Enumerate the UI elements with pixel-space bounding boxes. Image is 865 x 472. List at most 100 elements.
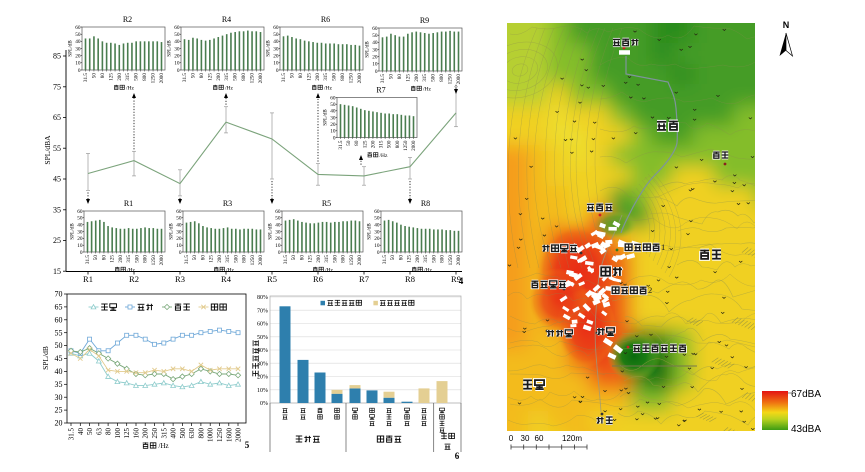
svg-text:80: 80 bbox=[354, 140, 360, 146]
svg-text:500: 500 bbox=[233, 255, 239, 263]
svg-text:40: 40 bbox=[275, 222, 281, 228]
svg-text:R5: R5 bbox=[267, 274, 277, 284]
svg-text:30: 30 bbox=[75, 46, 81, 52]
svg-text:1600: 1600 bbox=[225, 428, 233, 443]
svg-text:65: 65 bbox=[53, 113, 61, 122]
svg-text:315: 315 bbox=[125, 73, 131, 81]
svg-text:60: 60 bbox=[374, 209, 380, 215]
svg-text:30: 30 bbox=[521, 434, 530, 443]
svg-text:R5: R5 bbox=[322, 199, 331, 208]
svg-text:50: 50 bbox=[330, 102, 336, 108]
svg-text:SPL/dB: SPL/dB bbox=[323, 109, 329, 126]
svg-text:/Hz: /Hz bbox=[424, 267, 433, 273]
svg-text:10: 10 bbox=[372, 62, 378, 68]
svg-text:10: 10 bbox=[374, 243, 380, 249]
svg-text:2000: 2000 bbox=[357, 73, 363, 84]
svg-text:60: 60 bbox=[55, 315, 63, 324]
svg-text:120m: 120m bbox=[562, 434, 582, 443]
svg-text:315: 315 bbox=[224, 73, 230, 81]
svg-text:315: 315 bbox=[126, 255, 132, 263]
svg-text:1: 1 bbox=[661, 242, 665, 252]
svg-text:80: 80 bbox=[398, 255, 404, 261]
svg-text:200: 200 bbox=[118, 255, 124, 263]
svg-text:80: 80 bbox=[397, 74, 403, 80]
svg-text:2000: 2000 bbox=[235, 428, 243, 443]
svg-text:80%: 80% bbox=[257, 295, 268, 301]
svg-text:30: 30 bbox=[176, 229, 182, 235]
svg-text:125: 125 bbox=[110, 255, 116, 263]
svg-text:800: 800 bbox=[142, 73, 148, 81]
svg-text:1250: 1250 bbox=[151, 255, 157, 266]
svg-text:630: 630 bbox=[188, 428, 196, 439]
svg-text:50%: 50% bbox=[257, 335, 268, 341]
svg-text:200: 200 bbox=[414, 74, 420, 82]
svg-text:20%: 20% bbox=[257, 375, 268, 381]
svg-text:25: 25 bbox=[53, 236, 61, 245]
svg-text:30: 30 bbox=[273, 46, 279, 52]
svg-text:R9: R9 bbox=[451, 274, 461, 284]
svg-text:/Hz: /Hz bbox=[225, 85, 234, 91]
svg-text:40: 40 bbox=[75, 39, 81, 45]
svg-text:2: 2 bbox=[648, 285, 652, 295]
svg-text:60: 60 bbox=[176, 209, 182, 215]
svg-text:500: 500 bbox=[179, 428, 187, 439]
svg-text:60: 60 bbox=[275, 209, 281, 215]
svg-text:R4: R4 bbox=[221, 274, 232, 284]
svg-text:30: 30 bbox=[77, 229, 83, 235]
svg-text:31.5: 31.5 bbox=[382, 255, 388, 264]
svg-text:315: 315 bbox=[225, 255, 231, 263]
svg-text:31.5: 31.5 bbox=[338, 140, 344, 149]
svg-text:200: 200 bbox=[216, 73, 222, 81]
svg-text:1250: 1250 bbox=[250, 255, 256, 266]
svg-text:SPL/dB: SPL/dB bbox=[70, 223, 76, 240]
svg-text:35: 35 bbox=[55, 380, 63, 389]
svg-text:50: 50 bbox=[75, 32, 81, 38]
svg-text:1250: 1250 bbox=[448, 255, 454, 266]
svg-text:SPL/dB: SPL/dB bbox=[367, 223, 373, 240]
svg-text:SPL/dB: SPL/dB bbox=[266, 40, 272, 57]
svg-text:R9: R9 bbox=[420, 16, 429, 25]
svg-text:SPL/dB: SPL/dB bbox=[41, 346, 50, 370]
svg-text:50: 50 bbox=[346, 140, 352, 146]
svg-text:80: 80 bbox=[105, 428, 113, 436]
svg-text:20: 20 bbox=[372, 54, 378, 60]
svg-text:SPL/dB: SPL/dB bbox=[268, 223, 274, 240]
svg-text:50: 50 bbox=[190, 73, 196, 79]
svg-text:45: 45 bbox=[55, 354, 63, 363]
svg-text:/Hz: /Hz bbox=[324, 85, 333, 91]
svg-text:R6: R6 bbox=[321, 15, 330, 24]
svg-text:60: 60 bbox=[330, 95, 336, 101]
svg-text:0: 0 bbox=[377, 250, 380, 256]
svg-text:80: 80 bbox=[200, 255, 206, 261]
svg-text:50: 50 bbox=[176, 216, 182, 222]
svg-text:20: 20 bbox=[55, 419, 63, 428]
svg-text:10: 10 bbox=[77, 243, 83, 249]
svg-text:5: 5 bbox=[245, 440, 250, 450]
svg-text:45: 45 bbox=[53, 175, 61, 184]
svg-text:0: 0 bbox=[177, 68, 180, 74]
svg-text:R8: R8 bbox=[405, 274, 415, 284]
svg-text:1000: 1000 bbox=[207, 428, 215, 443]
svg-text:/Hz: /Hz bbox=[127, 267, 136, 273]
svg-text:50: 50 bbox=[86, 428, 94, 436]
svg-text:35: 35 bbox=[53, 205, 61, 214]
svg-text:125: 125 bbox=[123, 428, 131, 439]
svg-text:160: 160 bbox=[132, 428, 140, 439]
svg-text:63: 63 bbox=[95, 428, 103, 436]
svg-text:2000: 2000 bbox=[456, 74, 462, 85]
svg-text:40: 40 bbox=[374, 222, 380, 228]
svg-text:80: 80 bbox=[100, 73, 106, 79]
svg-text:75: 75 bbox=[53, 82, 61, 91]
svg-text:40: 40 bbox=[330, 109, 336, 115]
svg-text:31.5: 31.5 bbox=[85, 255, 91, 264]
svg-text:0: 0 bbox=[179, 250, 182, 256]
svg-text:15: 15 bbox=[53, 267, 61, 276]
svg-text:10: 10 bbox=[176, 243, 182, 249]
svg-text:R8: R8 bbox=[421, 199, 430, 208]
svg-text:315: 315 bbox=[379, 140, 385, 148]
svg-text:0: 0 bbox=[375, 69, 378, 75]
svg-text:800: 800 bbox=[340, 73, 346, 81]
svg-text:31.5: 31.5 bbox=[281, 73, 287, 82]
svg-text:125: 125 bbox=[108, 73, 114, 81]
svg-text:80: 80 bbox=[199, 73, 205, 79]
